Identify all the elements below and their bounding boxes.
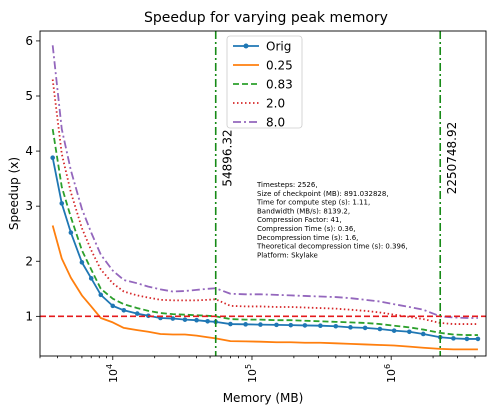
series-line-0-25: [51, 225, 478, 351]
series-point-orig: [170, 316, 176, 321]
series-point-orig: [391, 328, 397, 333]
series-point-orig: [333, 323, 339, 329]
series-point-orig: [98, 292, 104, 298]
series-point-orig: [362, 325, 368, 331]
series-point-orig: [348, 325, 353, 330]
plot-area: 54896.32 2250748.92: [40, 31, 486, 356]
series-point-orig: [377, 326, 383, 332]
series-point-orig: [205, 318, 210, 324]
y-tick-label: 4: [25, 144, 33, 158]
series-point-orig: [79, 260, 85, 265]
legend-label: 0.25: [266, 59, 293, 73]
series-point-orig: [88, 276, 94, 281]
annotation-line: Platform: Skylake: [257, 251, 318, 259]
legend-box: [226, 35, 303, 129]
axes: 104 105 106 1 2 3 4 5 6: [25, 34, 476, 383]
series-point-orig: [243, 322, 248, 327]
series-point-orig: [274, 322, 279, 328]
y-tick-label: 2: [25, 254, 33, 268]
series-point-orig: [475, 336, 481, 342]
annotation-line: Compression Time (s): 0.36,: [257, 225, 356, 233]
info-annotation: Timesteps: 2526,Size of checkpoint (MB):…: [256, 181, 408, 259]
x-tick-label: 106: [383, 364, 398, 383]
series-point-orig: [407, 329, 412, 335]
series-point-orig: [59, 201, 65, 206]
annotation-line: Size of checkpoint (MB): 891.032828,: [257, 190, 389, 198]
y-axis-label: Speedup (x): [7, 157, 21, 230]
series-point-orig: [134, 311, 140, 316]
series-point-orig: [464, 336, 470, 342]
series-point-orig: [68, 230, 74, 235]
annotation-line: Timesteps: 2526,: [256, 181, 318, 189]
legend-label: Orig: [266, 40, 291, 54]
series-point-orig: [194, 317, 199, 323]
series-point-orig: [228, 321, 233, 327]
vertical-marker-label: 2250748.92: [445, 122, 459, 195]
x-axis-label: Memory (MB): [223, 391, 304, 405]
y-tick-label: 5: [25, 89, 33, 103]
series-point-orig: [318, 323, 323, 329]
plot-frame: [39, 30, 487, 357]
series-point-orig: [451, 336, 456, 341]
legend-marker: [243, 43, 249, 49]
y-tick-label: 6: [25, 34, 33, 48]
series-point-orig: [288, 322, 294, 328]
series-point-orig: [50, 155, 55, 160]
annotation-line: Decompression time (s): 1.6,: [257, 234, 358, 242]
series-point-orig: [302, 323, 308, 328]
y-tick-label: 1: [25, 309, 33, 323]
annotation-line: Bandwidth (MB/s): 8139.2,: [257, 207, 350, 215]
legend: Orig 0.25 0.83 2.0 8.0: [226, 35, 303, 130]
legend-label: 8.0: [266, 116, 285, 130]
annotation-line: Time for compute step (s): 1.11,: [256, 199, 370, 207]
legend-label: 0.83: [266, 78, 293, 92]
series-point-orig: [420, 331, 426, 337]
series-line-8-0: [51, 45, 478, 319]
legend-label: 2.0: [266, 97, 285, 111]
vertical-marker-label: 54896.32: [221, 129, 235, 186]
annotation-line: Compression Factor: 41,: [257, 216, 342, 224]
series-point-orig: [258, 322, 263, 327]
series-point-orig: [110, 303, 116, 309]
series-point-orig: [121, 307, 127, 313]
series-line-0-83: [51, 128, 478, 336]
annotation-line: Theoretical decompression time (s): 0.39…: [256, 243, 408, 251]
y-tick-label: 3: [25, 199, 33, 213]
series-point-orig: [182, 317, 188, 322]
x-tick-label: 105: [244, 364, 259, 383]
chart-title: Speedup for varying peak memory: [144, 10, 388, 26]
x-tick-label: 104: [105, 364, 120, 383]
series-line-orig: [51, 157, 478, 340]
